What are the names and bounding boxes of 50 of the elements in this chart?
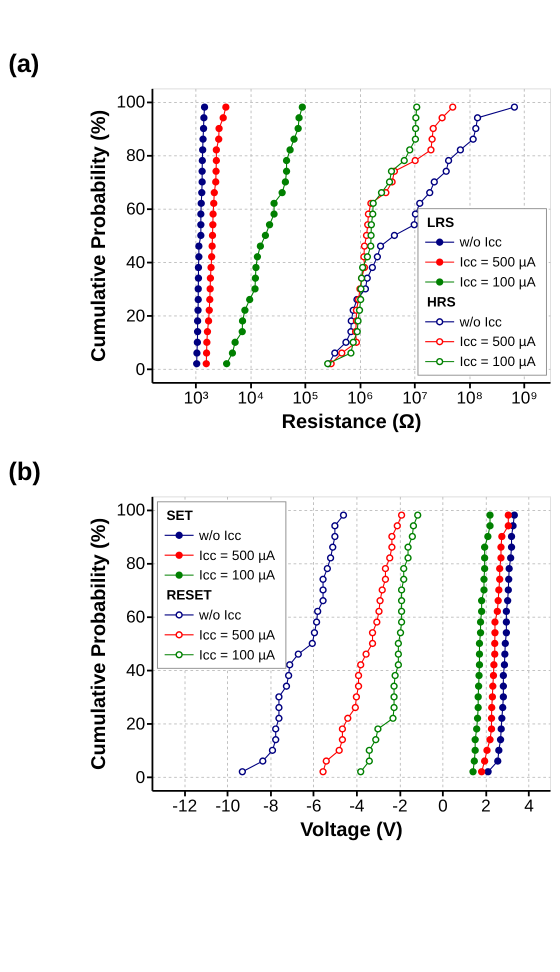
legend-label: Icc = 100 µA [460,354,537,370]
text: RESET [166,588,212,603]
legend-label: w/o Icc [198,528,242,543]
x-tick-label: -2 [392,796,408,816]
legend-label: Icc = 500 µA [460,254,537,270]
x-tick-label: 10⁶ [347,388,374,408]
legend-label: w/o Icc [458,234,502,250]
x-tick-label: -12 [172,796,198,816]
legend-label: Icc = 100 µA [199,647,276,662]
chart-title: (a) [8,50,40,78]
y-tick-label: 80 [126,145,146,166]
y-tick-label: 0 [136,358,146,379]
x-tick-label: 10⁷ [402,388,428,408]
text: HRS [427,294,456,310]
x-tick-label: -4 [349,796,365,816]
x-tick-label: 4 [524,796,534,816]
x-tick-label: 10⁴ [237,388,264,408]
text: SET [166,508,193,523]
x-axis-title: Resistance (Ω) [282,411,422,434]
x-tick-label: -6 [306,796,322,816]
legend-label: Icc = 500 µA [460,334,537,350]
x-tick-label: 10⁵ [292,388,319,408]
y-axis-title: Cumulative Probability (%) [88,518,110,770]
x-axis-title: Voltage (V) [300,819,403,842]
legend-label: w/o Icc [458,314,502,330]
y-tick-label: 100 [116,500,146,520]
x-tick-label: -8 [263,796,278,816]
y-tick-label: 60 [126,198,146,219]
y-tick-label: 100 [116,92,146,112]
y-tick-label: 40 [126,252,146,272]
y-tick-label: 80 [126,553,146,574]
y-axis-title: Cumulative Probability (%) [88,110,110,362]
y-tick-label: 20 [126,305,146,326]
legend-label: Icc = 500 µA [199,548,276,563]
x-tick-label: 2 [481,796,491,816]
legend-label: Icc = 100 µA [199,568,276,583]
text: LRS [427,214,454,230]
x-tick-label: 10⁸ [456,388,483,408]
y-tick-label: 40 [126,660,146,680]
y-tick-label: 20 [126,714,146,734]
legend-label: Icc = 500 µA [199,627,276,642]
chart-title: (b) [8,458,41,486]
x-tick-label: 10⁹ [511,388,538,408]
x-tick-label: 0 [438,796,448,816]
x-tick-label: -10 [215,796,240,816]
y-tick-label: 60 [126,606,146,627]
legend-label: Icc = 100 µA [460,274,537,290]
legend-label: w/o Icc [198,607,242,622]
y-tick-label: 0 [136,766,146,787]
x-tick-label: 10³ [184,388,209,408]
